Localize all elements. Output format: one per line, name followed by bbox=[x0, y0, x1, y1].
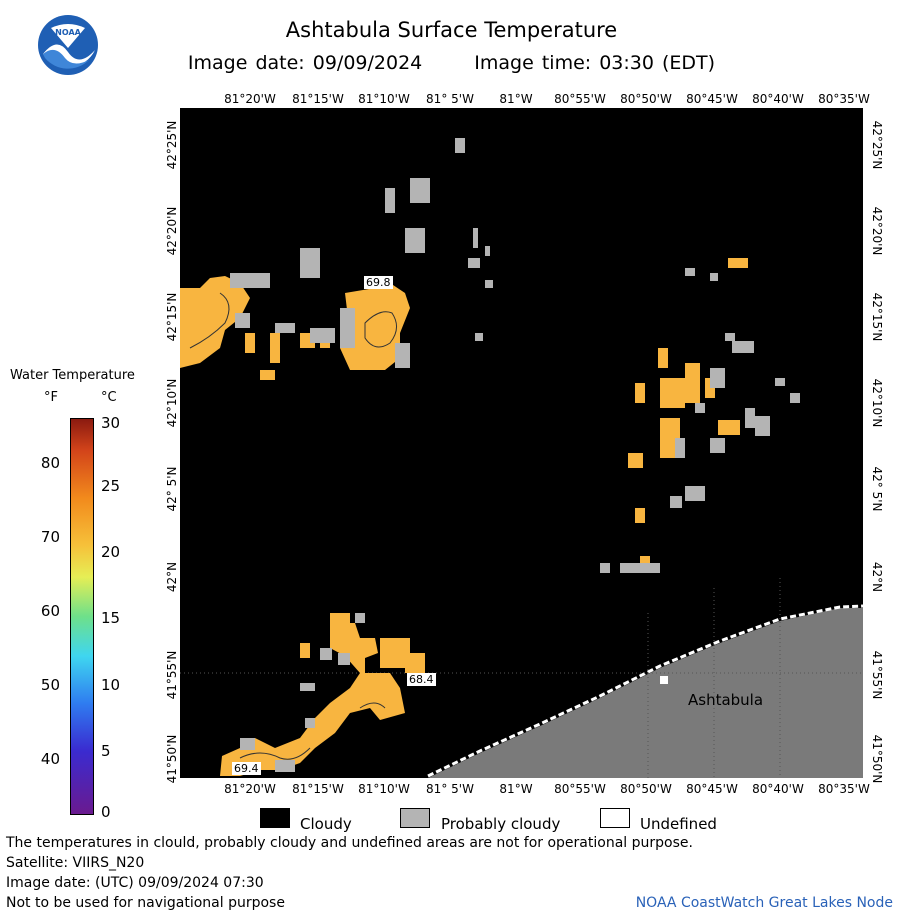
probably-cloudy-swatch bbox=[400, 808, 430, 828]
lat-label-left: 41°55'N bbox=[165, 650, 179, 700]
lat-label-left: 41°50'N bbox=[165, 734, 179, 784]
lat-label-left: 42°10'N bbox=[165, 378, 179, 428]
lon-label-top: 80°50'W bbox=[620, 92, 672, 106]
map-temp-label: 69.4 bbox=[232, 762, 261, 775]
footer-satellite: Satellite: VIIRS_N20 bbox=[6, 855, 145, 871]
page-title: Ashtabula Surface Temperature bbox=[285, 18, 618, 42]
lon-label-bottom: 80°45'W bbox=[686, 782, 738, 796]
footer-utc-date: Image date: (UTC) 09/09/2024 07:30 bbox=[6, 875, 264, 891]
temperature-map[interactable]: 69.8 68.4 69.4 Ashtabula bbox=[180, 108, 863, 778]
land-area bbox=[428, 608, 863, 778]
tick-c: 20 bbox=[101, 543, 121, 561]
lon-label-top: 81°15'W bbox=[292, 92, 344, 106]
noaa-logo: NOAA bbox=[37, 14, 99, 76]
shoreline bbox=[427, 604, 863, 778]
logo-text: NOAA bbox=[55, 28, 81, 37]
lon-label-top: 80°45'W bbox=[686, 92, 738, 106]
undefined-label: Undefined bbox=[640, 815, 717, 833]
tick-f: 70 bbox=[40, 528, 60, 546]
image-date: Image date: 09/09/2024 bbox=[187, 52, 423, 74]
city-label: Ashtabula bbox=[688, 691, 764, 709]
isotherm-contours bbox=[189, 292, 397, 760]
lat-label-right: 41°50'N bbox=[870, 734, 884, 784]
lat-label-left: 42°25'N bbox=[165, 120, 179, 170]
cloudy-swatch bbox=[260, 808, 290, 828]
lat-label-right: 41°55'N bbox=[870, 650, 884, 700]
map-temp-label: 68.4 bbox=[407, 673, 436, 686]
tick-c: 30 bbox=[101, 414, 121, 432]
lon-label-top: 80°55'W bbox=[554, 92, 606, 106]
lon-label-top: 81°20'W bbox=[224, 92, 276, 106]
undefined-swatch bbox=[600, 808, 630, 828]
tick-f: 50 bbox=[40, 676, 60, 694]
footer-disclaimer: The temperatures in clould, probably clo… bbox=[6, 835, 693, 851]
lon-label-bottom: 81° 5'W bbox=[426, 782, 474, 796]
lon-label-bottom: 80°35'W bbox=[818, 782, 870, 796]
tick-c: 0 bbox=[101, 803, 111, 821]
image-time: Image time: 03:30 (EDT) bbox=[474, 52, 716, 74]
lon-label-bottom: 80°40'W bbox=[752, 782, 804, 796]
legend-unit-c: °C bbox=[101, 390, 117, 405]
lon-label-bottom: 80°50'W bbox=[620, 782, 672, 796]
lon-label-top: 81° 5'W bbox=[426, 92, 474, 106]
tick-f: 60 bbox=[40, 602, 60, 620]
tick-c: 5 bbox=[101, 742, 111, 760]
lat-label-right: 42°25'N bbox=[870, 120, 884, 170]
image-date-time: Image date: 09/09/2024 Image time: 03:30… bbox=[0, 52, 903, 74]
lat-label-left: 42° 5'N bbox=[165, 466, 179, 512]
lat-label-right: 42°N bbox=[870, 561, 884, 593]
lon-label-bottom: 81°W bbox=[499, 782, 533, 796]
tick-f: 40 bbox=[40, 750, 60, 768]
tick-c: 15 bbox=[101, 609, 121, 627]
lon-label-top: 81°10'W bbox=[358, 92, 410, 106]
footer-navigation-note: Not to be used for navigational purpose bbox=[6, 895, 285, 911]
tick-c: 10 bbox=[101, 676, 121, 694]
map-canvas bbox=[180, 138, 863, 778]
tick-c: 25 bbox=[101, 477, 121, 495]
legend-title: Water Temperature bbox=[10, 368, 135, 383]
water-warm-patches bbox=[180, 258, 748, 776]
noaa-node-link[interactable]: NOAA CoastWatch Great Lakes Node bbox=[635, 895, 893, 911]
lat-label-left: 42°N bbox=[165, 561, 179, 593]
lon-label-bottom: 81°15'W bbox=[292, 782, 344, 796]
lat-label-right: 42° 5'N bbox=[870, 466, 884, 512]
legend-unit-f: °F bbox=[44, 390, 58, 405]
lat-label-left: 42°20'N bbox=[165, 206, 179, 256]
lon-label-bottom: 80°55'W bbox=[554, 782, 606, 796]
lon-label-top: 80°40'W bbox=[752, 92, 804, 106]
cloudy-label: Cloudy bbox=[300, 815, 352, 833]
lat-label-right: 42°10'N bbox=[870, 378, 884, 428]
probably-cloudy-patches bbox=[230, 138, 800, 772]
tick-f: 80 bbox=[40, 454, 60, 472]
map-temp-label: 69.8 bbox=[364, 276, 393, 289]
probably-cloudy-label: Probably cloudy bbox=[441, 815, 561, 833]
lat-label-left: 42°15'N bbox=[165, 292, 179, 342]
undefined-pixel bbox=[660, 676, 668, 684]
lon-label-bottom: 81°20'W bbox=[224, 782, 276, 796]
lat-label-right: 42°15'N bbox=[870, 292, 884, 342]
temperature-colorbar bbox=[70, 418, 94, 815]
lon-label-top: 81°W bbox=[499, 92, 533, 106]
lat-label-right: 42°20'N bbox=[870, 206, 884, 256]
lon-label-top: 80°35'W bbox=[818, 92, 870, 106]
lon-label-bottom: 81°10'W bbox=[358, 782, 410, 796]
